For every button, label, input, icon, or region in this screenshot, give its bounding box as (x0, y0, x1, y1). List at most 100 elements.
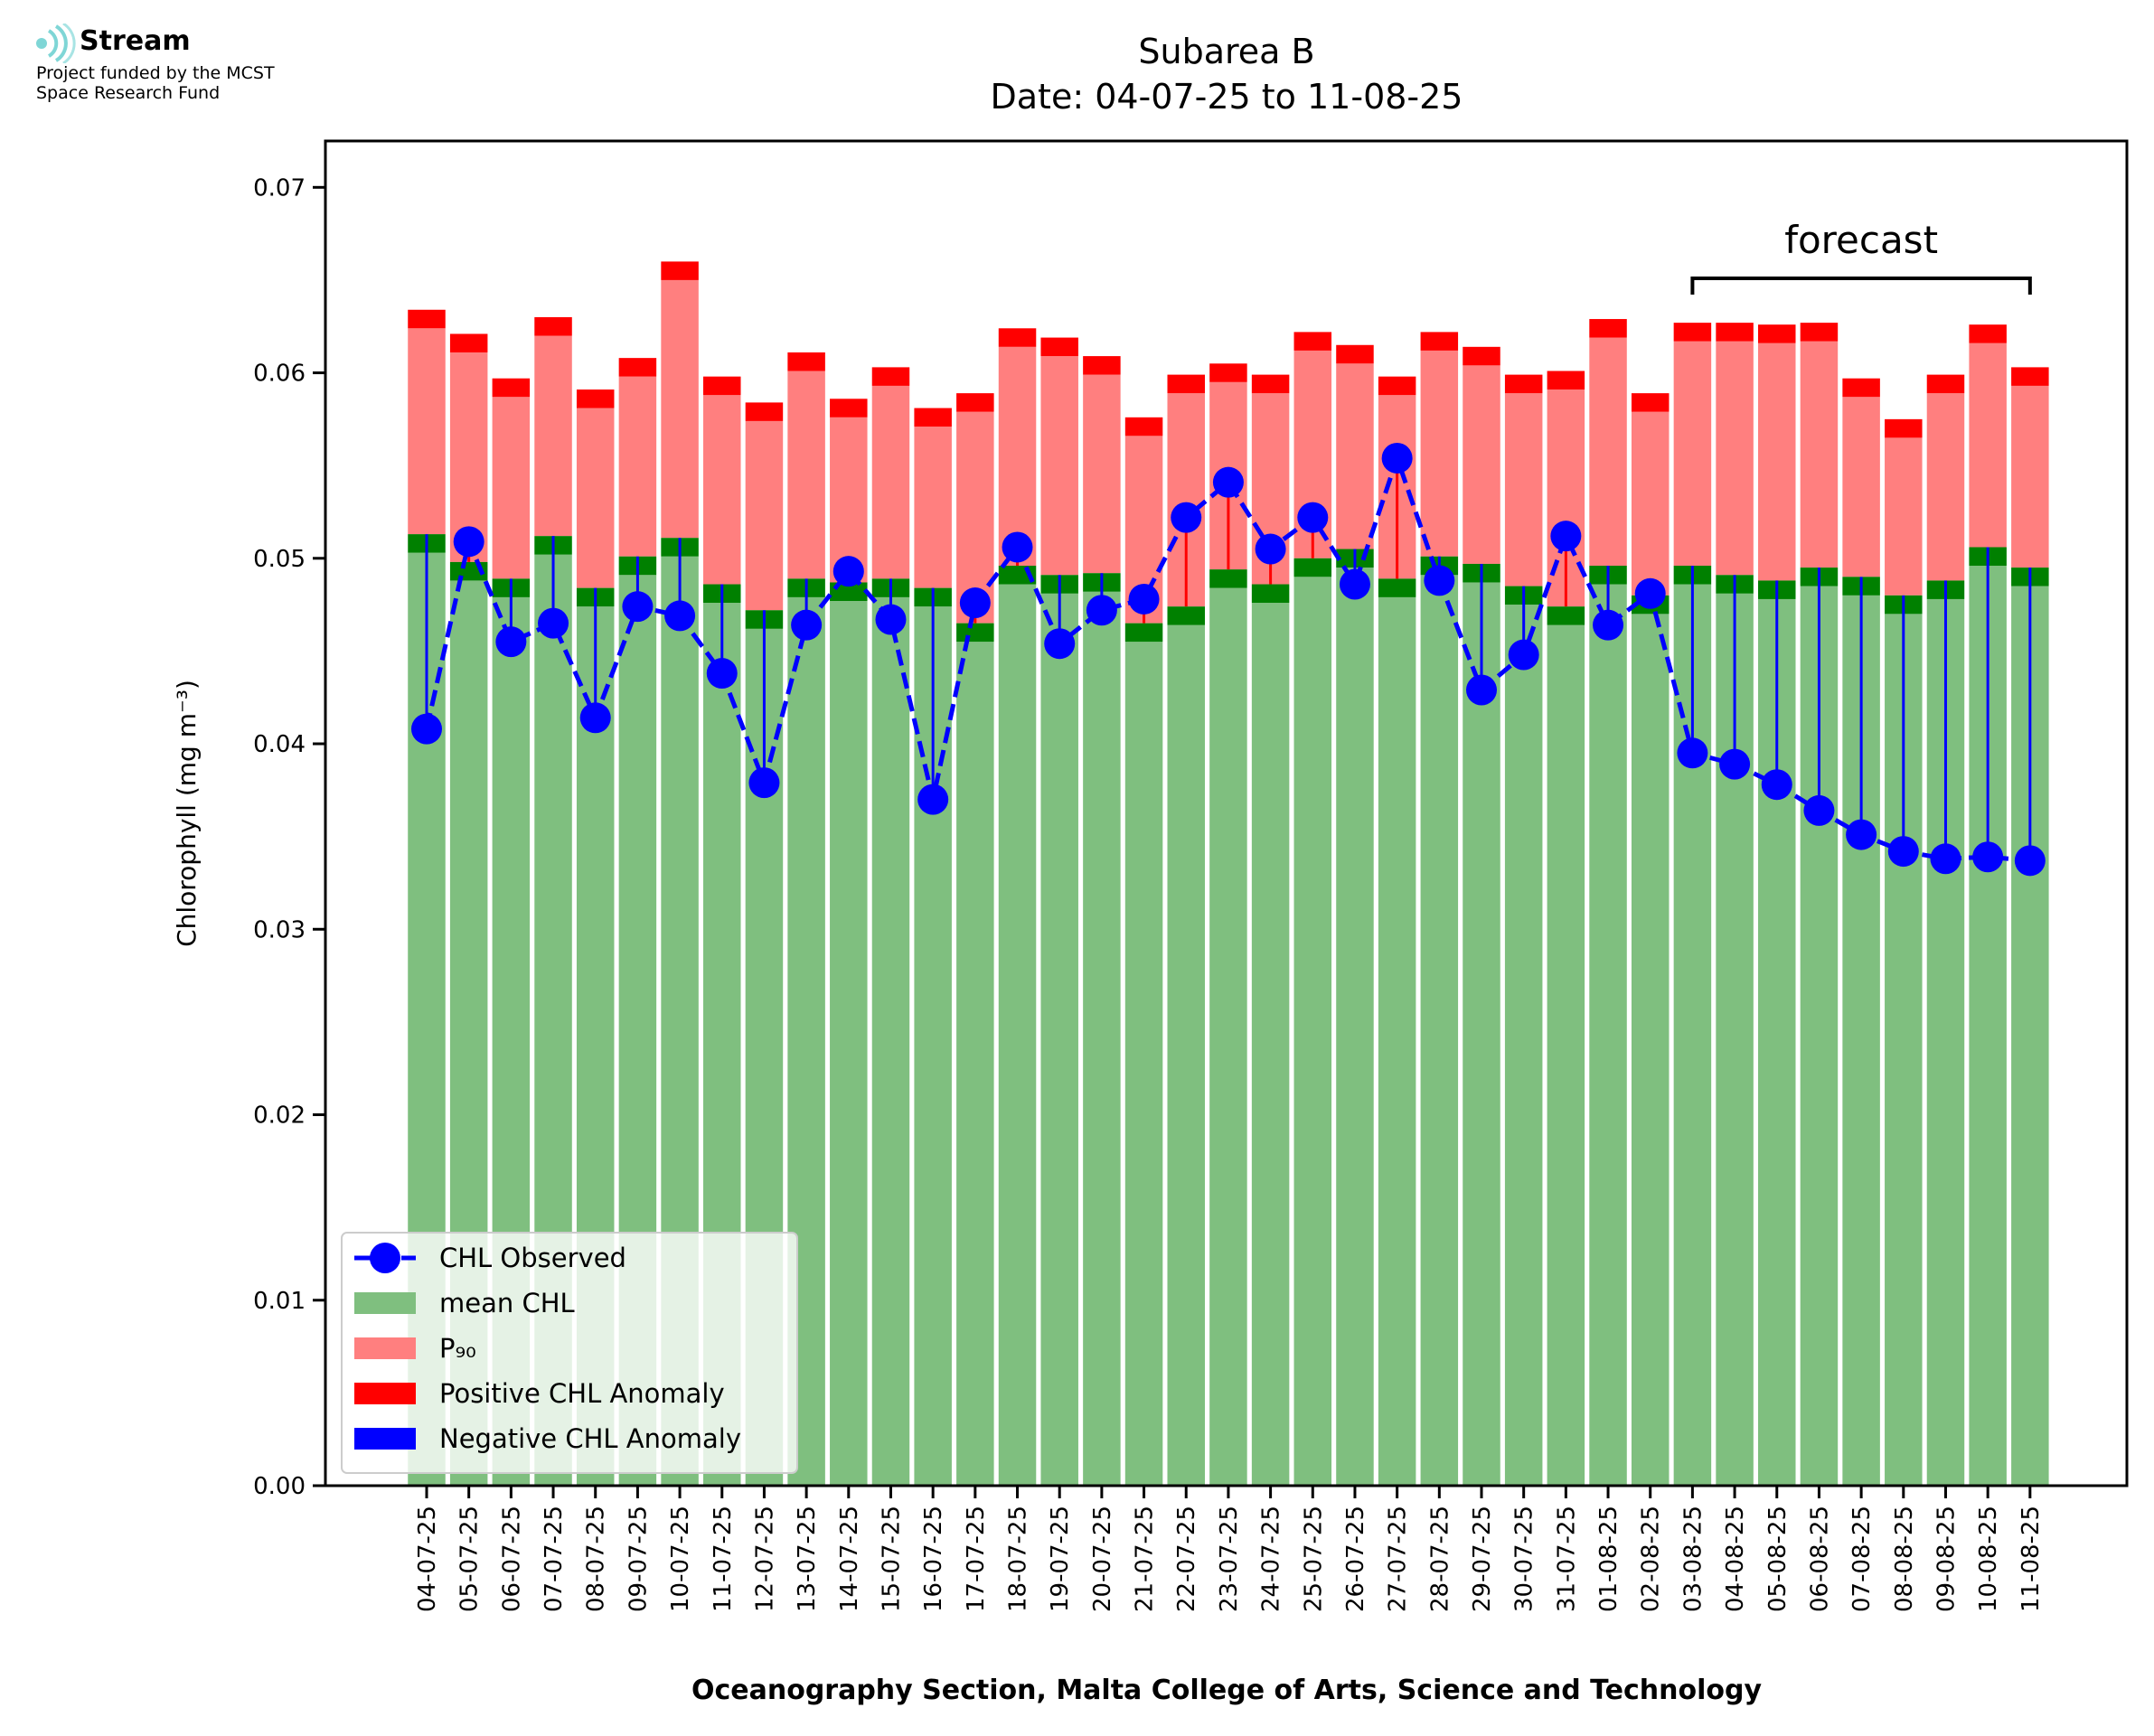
p90-bar (998, 346, 1037, 567)
x-tick-label: 14-07-25 (836, 1506, 863, 1612)
observed-point (1593, 609, 1624, 641)
p90-cap (534, 316, 572, 336)
observed-point (1044, 628, 1076, 660)
mean-cap (830, 582, 868, 601)
observed-point (2014, 845, 2046, 877)
p90-cap (1209, 363, 1247, 382)
observed-point (495, 626, 527, 658)
observed-point (1846, 819, 1877, 850)
observed-line-layer (411, 442, 2046, 877)
p90-cap (1293, 332, 1332, 351)
p90-cap (956, 393, 994, 412)
observed-point (1761, 769, 1792, 801)
p90-bar (534, 335, 572, 537)
observed-point (1171, 502, 1202, 533)
mean-bar (871, 596, 910, 1486)
observed-point (411, 713, 442, 745)
p90-bar (618, 376, 657, 557)
legend-swatch (354, 1383, 416, 1404)
mean-cap (1209, 569, 1247, 588)
observed-point (1212, 466, 1244, 498)
observed-point (1508, 639, 1539, 671)
x-tick-label: 05-07-25 (456, 1506, 484, 1612)
mean-bar (830, 600, 868, 1486)
forecast-annotation: forecast (1690, 218, 2032, 295)
x-tick-label: 19-07-25 (1047, 1506, 1074, 1612)
p90-cap (449, 333, 488, 352)
x-tick-label: 27-07-25 (1385, 1506, 1412, 1612)
observed-point (1002, 531, 1033, 563)
p90-cap (1124, 417, 1163, 436)
p90-bar (1504, 393, 1543, 586)
p90-cap (661, 261, 699, 280)
p90-bar (1885, 437, 1923, 596)
observed-point (1466, 674, 1497, 706)
x-tick-label: 11-07-25 (710, 1506, 737, 1612)
p90-bar (1083, 374, 1121, 574)
mean-cap (1293, 558, 1332, 577)
x-tick-label: 06-08-25 (1806, 1506, 1833, 1612)
p90-cap (492, 378, 531, 398)
x-tick-label: 18-07-25 (1005, 1506, 1032, 1612)
legend: CHL Observed mean CHL P₉₀ Positive CHL Anom… (341, 1232, 798, 1474)
legend-label: mean CHL (439, 1288, 575, 1318)
mean-cap (1547, 606, 1585, 625)
forecast-bracket (1690, 277, 2032, 295)
mean-bar (1336, 568, 1374, 1486)
y-axis-label: Chlorophyll (mg m⁻³) (172, 680, 202, 947)
observed-point (1255, 533, 1286, 565)
observed-point (959, 587, 991, 619)
p90-cap (1673, 323, 1712, 342)
observed-point (1424, 565, 1455, 596)
p90-cap (1589, 319, 1627, 338)
x-axis: 04-07-25 05-07-25 06-07-25 07-07-25 08-07-25… (414, 1486, 2045, 1612)
p90-bar (703, 395, 741, 585)
p90-cap (745, 402, 784, 421)
forecast-label: forecast (1784, 218, 1938, 262)
x-tick-label: 22-07-25 (1173, 1506, 1200, 1612)
p90-bar (408, 328, 446, 535)
y-tick-label: 0.01 (253, 1288, 306, 1315)
y-tick-label: 0.00 (253, 1473, 306, 1500)
mean-cap (1167, 606, 1205, 625)
x-tick-label: 25-07-25 (1300, 1506, 1327, 1612)
observed-point (1381, 442, 1413, 474)
x-tick-label: 21-07-25 (1132, 1506, 1159, 1612)
observed-point (664, 600, 696, 632)
p90-cap (1378, 376, 1416, 396)
y-tick-label: 0.02 (253, 1103, 306, 1130)
x-tick-label: 07-07-25 (541, 1506, 568, 1612)
observed-point (832, 556, 864, 587)
legend-swatch (354, 1337, 416, 1359)
p90-bar (745, 420, 784, 611)
observed-point (791, 609, 823, 641)
mean-bar (998, 584, 1037, 1486)
p90-cap (1842, 378, 1880, 398)
y-tick-label: 0.06 (253, 361, 306, 388)
x-tick-label: 07-08-25 (1848, 1506, 1876, 1612)
x-axis-label: Oceanography Section, Malta College of A… (691, 1675, 1763, 1706)
p90-cap (1504, 374, 1543, 394)
p90-bar (1969, 343, 2007, 548)
observed-point (1719, 748, 1751, 780)
observed-point (917, 784, 949, 815)
p90-cap (1969, 324, 2007, 343)
observed-point (1930, 843, 1961, 875)
legend-swatch (354, 1428, 416, 1450)
y-tick-label: 0.07 (253, 174, 306, 202)
logo-subtitle: Project funded by the MCST Space Researc… (36, 63, 343, 103)
observed-point (1550, 521, 1582, 552)
p90-cap (703, 376, 741, 396)
p90-cap (576, 389, 615, 408)
x-tick-label: 09-07-25 (625, 1506, 652, 1612)
x-tick-label: 16-07-25 (920, 1506, 947, 1612)
observed-point (1086, 595, 1117, 626)
p90-bar (914, 427, 952, 588)
observed-point (579, 702, 611, 734)
mean-bar (1293, 577, 1332, 1486)
p90-bar (492, 397, 531, 579)
observed-point (453, 526, 484, 558)
mean-cap (1251, 584, 1290, 604)
p90-bar (1040, 356, 1078, 576)
x-tick-label: 20-07-25 (1089, 1506, 1116, 1612)
